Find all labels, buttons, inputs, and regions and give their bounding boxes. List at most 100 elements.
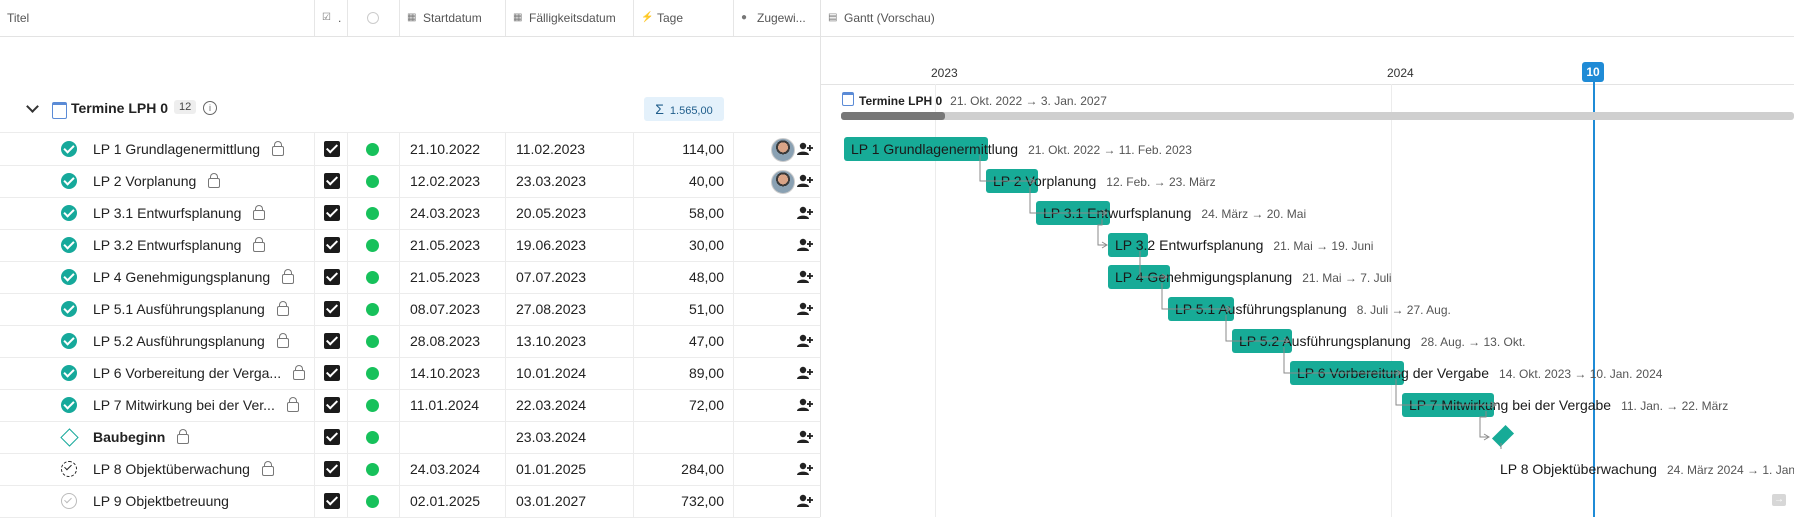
- avatar[interactable]: [771, 138, 795, 162]
- days-cell[interactable]: [634, 261, 734, 293]
- due-date[interactable]: 22.03.2024: [516, 397, 587, 413]
- column-check[interactable]: ☑.: [315, 0, 348, 36]
- due-cell[interactable]: [506, 165, 634, 197]
- status-dot[interactable]: [366, 399, 379, 412]
- check-cell[interactable]: [315, 261, 348, 293]
- gantt-task-label[interactable]: LP 3.1 Entwurfsplanung 24. März → 20. Mai: [1043, 205, 1307, 221]
- task-status-icon[interactable]: [61, 493, 77, 509]
- due-date[interactable]: 20.05.2023: [516, 205, 587, 221]
- days-value[interactable]: 51,00: [688, 301, 724, 317]
- start-date[interactable]: 12.02.2023: [410, 173, 481, 189]
- start-cell[interactable]: [400, 197, 506, 229]
- task-status-icon[interactable]: [61, 301, 77, 317]
- table-row[interactable]: LP 5.1 Ausführungsplanung 08.07.2023 27.…: [0, 293, 820, 326]
- gantt-task-label[interactable]: LP 8 Objektüberwachung 24. März 2024 → 1.…: [1500, 461, 1794, 477]
- completed-checkbox[interactable]: [324, 333, 340, 349]
- check-cell[interactable]: [315, 229, 348, 261]
- title-cell[interactable]: [0, 197, 315, 229]
- info-icon[interactable]: i: [203, 101, 217, 115]
- status-dot[interactable]: [366, 367, 379, 380]
- days-cell[interactable]: [634, 293, 734, 325]
- start-date[interactable]: 21.05.2023: [410, 237, 481, 253]
- lock-icon[interactable]: [177, 429, 190, 444]
- status-cell[interactable]: [348, 357, 400, 389]
- days-value[interactable]: 732,00: [681, 493, 724, 509]
- add-user-icon[interactable]: [797, 366, 813, 380]
- due-cell[interactable]: [506, 389, 634, 421]
- status-dot[interactable]: [366, 271, 379, 284]
- column-startdatum[interactable]: ▦ Startdatum: [400, 0, 506, 36]
- add-user-icon[interactable]: [797, 270, 813, 284]
- due-date[interactable]: 13.10.2023: [516, 333, 587, 349]
- completed-checkbox[interactable]: [324, 237, 340, 253]
- start-date[interactable]: 24.03.2024: [410, 461, 481, 477]
- table-row[interactable]: LP 1 Grundlagenermittlung 21.10.2022 11.…: [0, 133, 820, 166]
- days-cell[interactable]: [634, 453, 734, 485]
- title-cell[interactable]: [0, 453, 315, 485]
- task-status-icon[interactable]: [61, 173, 77, 189]
- table-row[interactable]: LP 3.2 Entwurfsplanung 21.05.2023 19.06.…: [0, 229, 820, 262]
- today-marker[interactable]: 10: [1582, 62, 1604, 82]
- gantt-task-label[interactable]: LP 5.1 Ausführungsplanung 8. Juli → 27. A…: [1175, 301, 1451, 317]
- title-cell[interactable]: [0, 325, 315, 357]
- check-cell[interactable]: [315, 133, 348, 165]
- days-value[interactable]: 58,00: [688, 205, 724, 221]
- table-row[interactable]: LP 7 Mitwirkung bei der Ver... 11.01.202…: [0, 389, 820, 422]
- task-title[interactable]: LP 1 Grundlagenermittlung: [93, 133, 285, 165]
- column-faelligkeitsdatum[interactable]: ▦ Fälligkeitsdatum: [506, 0, 634, 36]
- status-cell[interactable]: [348, 229, 400, 261]
- days-value[interactable]: 40,00: [688, 173, 724, 189]
- status-cell[interactable]: [348, 325, 400, 357]
- status-cell[interactable]: [348, 485, 400, 517]
- start-date[interactable]: 14.10.2023: [410, 365, 481, 381]
- gantt-task-label[interactable]: LP 5.2 Ausführungsplanung 28. Aug. → 13. …: [1239, 333, 1526, 349]
- status-dot[interactable]: [366, 303, 379, 316]
- column-gantt[interactable]: ▤ Gantt (Vorschau): [828, 11, 935, 25]
- start-date[interactable]: 24.03.2023: [410, 205, 481, 221]
- days-cell[interactable]: [634, 325, 734, 357]
- days-value[interactable]: 47,00: [688, 333, 724, 349]
- days-cell[interactable]: [634, 229, 734, 261]
- status-dot[interactable]: [366, 143, 379, 156]
- days-value[interactable]: 30,00: [688, 237, 724, 253]
- task-title[interactable]: LP 3.2 Entwurfsplanung: [93, 229, 266, 261]
- status-dot[interactable]: [366, 335, 379, 348]
- task-status-icon[interactable]: [61, 365, 77, 381]
- days-cell[interactable]: [634, 357, 734, 389]
- task-title[interactable]: LP 2 Vorplanung: [93, 165, 221, 197]
- start-cell[interactable]: [400, 389, 506, 421]
- due-cell[interactable]: [506, 325, 634, 357]
- task-status-icon[interactable]: [61, 269, 77, 285]
- title-cell[interactable]: [0, 389, 315, 421]
- days-cell[interactable]: [634, 197, 734, 229]
- status-dot[interactable]: [366, 175, 379, 188]
- task-status-icon[interactable]: [61, 397, 77, 413]
- start-cell[interactable]: [400, 453, 506, 485]
- completed-checkbox[interactable]: [324, 301, 340, 317]
- task-status-icon[interactable]: [61, 141, 77, 157]
- days-cell[interactable]: [634, 133, 734, 165]
- due-date[interactable]: 23.03.2023: [516, 173, 587, 189]
- completed-checkbox[interactable]: [324, 493, 340, 509]
- title-cell[interactable]: [0, 165, 315, 197]
- completed-checkbox[interactable]: [324, 141, 340, 157]
- due-date[interactable]: 27.08.2023: [516, 301, 587, 317]
- task-status-icon[interactable]: [61, 205, 77, 221]
- due-date[interactable]: 10.01.2024: [516, 365, 587, 381]
- completed-checkbox[interactable]: [324, 461, 340, 477]
- status-dot[interactable]: [366, 239, 379, 252]
- avatar[interactable]: [771, 170, 795, 194]
- add-user-icon[interactable]: [797, 174, 813, 188]
- lock-icon[interactable]: [276, 333, 289, 348]
- status-dot[interactable]: [366, 207, 379, 220]
- add-user-icon[interactable]: [797, 142, 813, 156]
- check-cell[interactable]: [315, 453, 348, 485]
- days-cell[interactable]: [634, 485, 734, 517]
- due-date[interactable]: 07.07.2023: [516, 269, 587, 285]
- start-cell[interactable]: [400, 357, 506, 389]
- check-cell[interactable]: [315, 165, 348, 197]
- lock-icon[interactable]: [272, 141, 285, 156]
- add-user-icon[interactable]: [797, 462, 813, 476]
- gantt-task-label[interactable]: LP 4 Genehmigungsplanung 21. Mai → 7. Jul…: [1115, 269, 1392, 285]
- task-title[interactable]: LP 5.2 Ausführungsplanung: [93, 325, 289, 357]
